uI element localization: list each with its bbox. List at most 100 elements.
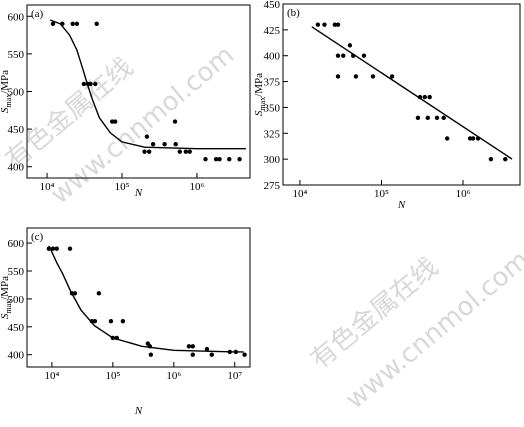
panel-label: (a) <box>31 8 44 20</box>
x-axis-title: N <box>397 199 406 211</box>
y-axis-unit: /MPa <box>0 70 11 94</box>
data-point <box>46 246 52 251</box>
y-tick-label: 350 <box>264 102 281 114</box>
y-axis-title: Smax/MPa <box>253 73 267 116</box>
data-point <box>142 149 147 154</box>
fit-curve <box>311 26 513 160</box>
y-tick-label: 275 <box>264 180 281 192</box>
data-point <box>70 21 75 27</box>
data-point <box>434 115 440 120</box>
data-point <box>347 43 353 48</box>
y-tick-label: 500 <box>8 87 25 99</box>
data-point <box>204 346 210 352</box>
panel: 10⁴ 10⁵ 10⁶ 275 300 325 350 375 400 425 450 (b) N Sma… <box>253 0 521 211</box>
data-point <box>72 291 78 296</box>
y-tick-label: 425 <box>264 25 281 37</box>
x-tick-label: 10⁵ <box>105 370 120 382</box>
data-point <box>50 246 56 251</box>
y-axis-title: Smax/MPa <box>0 70 13 113</box>
y-tick-label: 450 <box>8 124 25 136</box>
data-point <box>187 149 192 154</box>
data-point <box>441 115 446 120</box>
data-point <box>370 74 376 79</box>
data-point <box>67 246 73 251</box>
y-axis-symbol: S <box>0 107 11 113</box>
y-tick-label: 500 <box>8 294 25 306</box>
data-point <box>147 344 153 349</box>
fit-curve <box>48 245 244 353</box>
data-point <box>203 156 208 162</box>
panel: 10⁴ 10⁵ 10⁶ 400 450 500 550 600 (a) N Smax/MPa <box>0 4 251 199</box>
y-axis-title: Smax/MPa <box>0 276 13 319</box>
data-point <box>96 291 102 296</box>
y-tick-label: 325 <box>264 128 281 140</box>
data-point <box>361 53 367 58</box>
data-point <box>186 344 192 349</box>
data-point <box>475 136 481 141</box>
y-axis-subscript: max <box>4 300 13 314</box>
y-axis-subscript: max <box>258 97 267 111</box>
y-axis-unit: /MPa <box>0 276 11 300</box>
data-point <box>389 74 395 79</box>
data-point <box>217 156 222 162</box>
data-point <box>183 149 189 154</box>
x-tick-label: 10⁴ <box>40 181 55 193</box>
y-axis-symbol: S <box>0 313 11 319</box>
x-tick-label: 10⁵ <box>374 188 389 200</box>
data-point <box>146 149 152 154</box>
data-point <box>162 141 167 147</box>
data-point <box>213 156 219 162</box>
panel: 10⁴ 10⁵ 10⁶ 10⁷ 400 450 500 550 600 (c) N Smax/MPa <box>0 227 251 417</box>
data-point <box>470 136 476 141</box>
data-point <box>94 21 99 27</box>
fit-curve <box>49 19 246 150</box>
data-point <box>445 136 450 141</box>
y-tick-label: 375 <box>264 77 281 89</box>
data-point <box>190 352 195 357</box>
x-tick-label: 10⁶ <box>190 181 205 193</box>
data-point <box>150 141 156 147</box>
data-point <box>190 344 195 349</box>
data-point <box>353 74 359 79</box>
data-point <box>503 156 508 162</box>
data-point <box>425 115 430 120</box>
x-tick-label: 10⁴ <box>293 188 308 200</box>
y-tick-label: 400 <box>8 162 25 174</box>
data-point <box>341 53 346 58</box>
y-tick-label: 550 <box>8 49 25 61</box>
data-point <box>422 94 428 100</box>
y-tick-label: 400 <box>8 350 25 362</box>
x-tick-label: 10⁶ <box>166 370 181 382</box>
y-axis-symbol: S <box>253 110 265 116</box>
data-point <box>50 21 56 27</box>
data-point <box>335 22 341 27</box>
data-point <box>74 21 80 27</box>
data-point <box>322 22 327 27</box>
data-point <box>242 352 247 357</box>
data-point <box>227 349 233 355</box>
y-tick-label: 600 <box>8 11 25 23</box>
data-point <box>120 319 126 324</box>
data-point <box>93 81 98 87</box>
data-point <box>112 119 118 124</box>
y-axis-subscript: max <box>4 94 13 108</box>
y-tick-label: 450 <box>264 0 281 11</box>
y-tick-label: 600 <box>8 238 25 250</box>
x-axis-title: N <box>134 187 143 199</box>
x-tick-label: 10⁷ <box>227 370 242 382</box>
data-point <box>415 115 421 120</box>
data-point <box>467 136 473 141</box>
data-point <box>148 352 154 357</box>
plot-frame <box>282 3 521 186</box>
data-point <box>92 319 98 324</box>
data-point <box>209 352 214 357</box>
panel-label: (c) <box>31 231 44 243</box>
data-point <box>81 81 87 87</box>
plot-frame <box>26 4 251 179</box>
data-point <box>350 53 356 58</box>
data-point <box>488 156 494 162</box>
data-point <box>335 74 341 79</box>
data-point <box>427 94 432 100</box>
data-point <box>177 149 182 154</box>
